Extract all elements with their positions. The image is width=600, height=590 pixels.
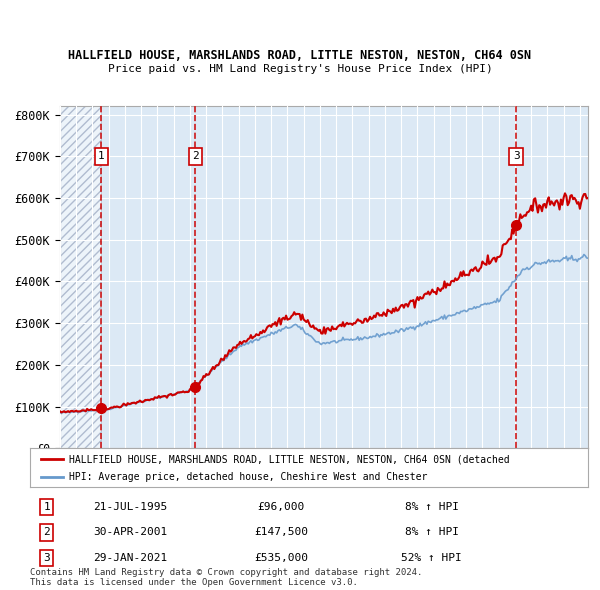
Text: 3: 3 [43,553,50,563]
Text: 30-APR-2001: 30-APR-2001 [94,527,167,537]
Text: 21-JUL-1995: 21-JUL-1995 [94,502,167,512]
Text: 29-JAN-2021: 29-JAN-2021 [94,553,167,563]
Text: HALLFIELD HOUSE, MARSHLANDS ROAD, LITTLE NESTON, NESTON, CH64 0SN (detached: HALLFIELD HOUSE, MARSHLANDS ROAD, LITTLE… [69,454,509,464]
Text: 1: 1 [98,151,105,161]
Text: 2: 2 [43,527,50,537]
Text: £96,000: £96,000 [257,502,305,512]
Text: £535,000: £535,000 [254,553,308,563]
Text: Contains HM Land Registry data © Crown copyright and database right 2024.
This d: Contains HM Land Registry data © Crown c… [30,568,422,587]
Text: 3: 3 [513,151,520,161]
Text: 8% ↑ HPI: 8% ↑ HPI [405,502,459,512]
Text: 52% ↑ HPI: 52% ↑ HPI [401,553,462,563]
Text: HPI: Average price, detached house, Cheshire West and Chester: HPI: Average price, detached house, Ches… [69,472,427,482]
Text: HALLFIELD HOUSE, MARSHLANDS ROAD, LITTLE NESTON, NESTON, CH64 0SN: HALLFIELD HOUSE, MARSHLANDS ROAD, LITTLE… [68,49,532,62]
Text: 1: 1 [43,502,50,512]
Text: 2: 2 [192,151,199,161]
Text: £147,500: £147,500 [254,527,308,537]
Text: Price paid vs. HM Land Registry's House Price Index (HPI): Price paid vs. HM Land Registry's House … [107,64,493,74]
Text: 8% ↑ HPI: 8% ↑ HPI [405,527,459,537]
